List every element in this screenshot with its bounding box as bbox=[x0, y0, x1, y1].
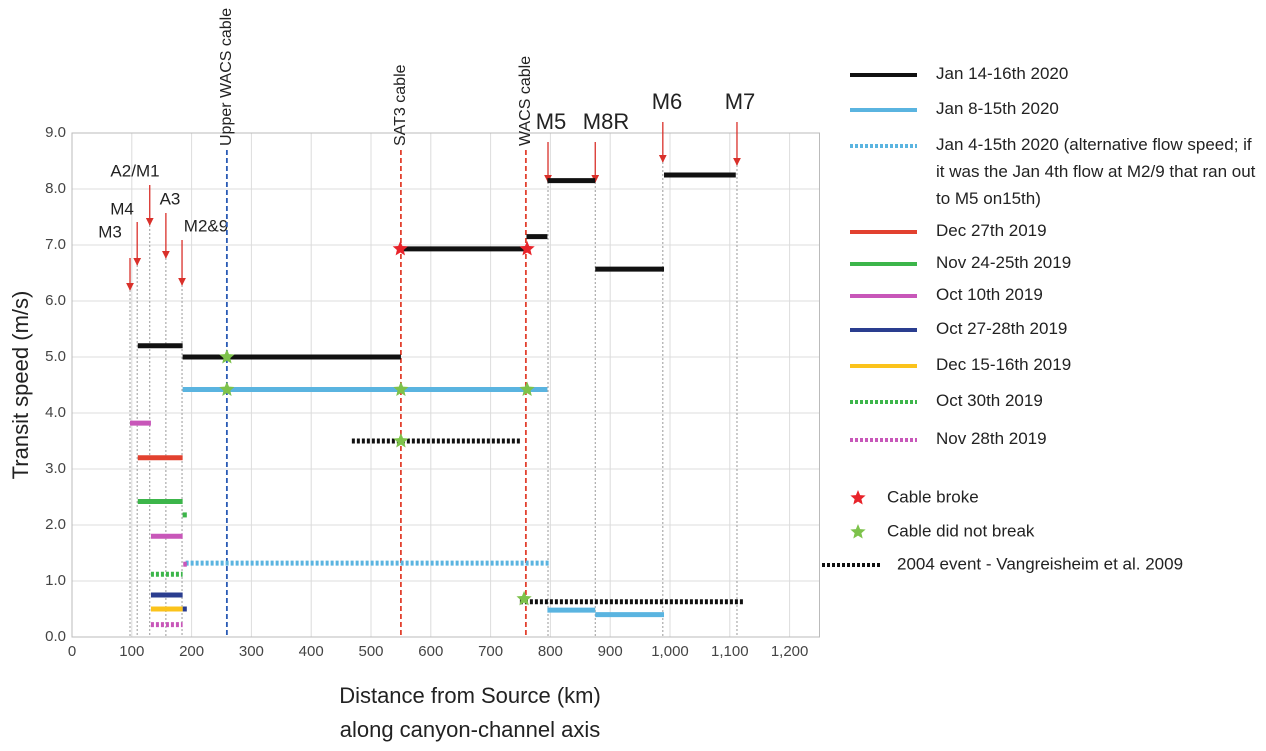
x-tick-label: 900 bbox=[598, 643, 623, 660]
x-axis-title: Distance from Source (km) bbox=[339, 683, 601, 708]
y-tick-label: 5.0 bbox=[45, 348, 66, 365]
site-label: M5 bbox=[536, 109, 567, 134]
y-tick-label: 6.0 bbox=[45, 292, 66, 309]
star-marker bbox=[519, 240, 535, 256]
site-label: M4 bbox=[110, 199, 134, 218]
x-axis-title: along canyon-channel axis bbox=[340, 717, 601, 742]
y-tick-label: 0.0 bbox=[45, 628, 66, 645]
legend-label: Cable broke bbox=[887, 487, 979, 506]
legend-line: Dec 27th 2019 bbox=[936, 221, 1047, 240]
legend-line: it was the Jan 4th flow at M2/9 that ran… bbox=[936, 162, 1256, 181]
legend-label: Cable did not break bbox=[887, 521, 1035, 540]
site-label: M2&9 bbox=[184, 216, 228, 235]
y-tick-label: 3.0 bbox=[45, 460, 66, 477]
x-tick-label: 0 bbox=[68, 643, 76, 660]
cable-label: WACS cable bbox=[517, 56, 534, 146]
x-tick-label: 1,100 bbox=[711, 643, 749, 660]
legend-star bbox=[850, 490, 866, 505]
legend-label: Jan 14-16th 2020 bbox=[936, 64, 1068, 83]
star-marker bbox=[219, 349, 235, 364]
legend-line: Jan 8-15th 2020 bbox=[936, 99, 1059, 118]
y-tick-label: 4.0 bbox=[45, 404, 66, 421]
y-tick-label: 9.0 bbox=[45, 124, 66, 141]
legend-label: Nov 28th 2019 bbox=[936, 429, 1047, 448]
legend-line: Jan 14-16th 2020 bbox=[936, 64, 1068, 83]
site-label: M8R bbox=[583, 109, 629, 134]
legend-label: Nov 24-25th 2019 bbox=[936, 253, 1071, 272]
y-tick-label: 2.0 bbox=[45, 516, 66, 533]
x-tick-label: 1,200 bbox=[771, 643, 809, 660]
legend-line: Nov 28th 2019 bbox=[936, 429, 1047, 448]
legend-line: to M5 on15th) bbox=[936, 189, 1041, 208]
x-tick-label: 500 bbox=[358, 643, 383, 660]
star-marker bbox=[516, 590, 532, 606]
legend-line: Jan 4-15th 2020 (alternative flow speed;… bbox=[936, 135, 1252, 154]
star-marker bbox=[219, 381, 235, 396]
x-tick-label: 100 bbox=[119, 643, 144, 660]
legend-line: Nov 24-25th 2019 bbox=[936, 253, 1071, 272]
x-tick-label: 700 bbox=[478, 643, 503, 660]
site-label: M6 bbox=[652, 89, 683, 114]
x-tick-label: 400 bbox=[299, 643, 324, 660]
y-axis-title: Transit speed (m/s) bbox=[8, 291, 33, 480]
site-label: A3 bbox=[160, 189, 181, 208]
site-label: M7 bbox=[725, 89, 756, 114]
star-marker bbox=[519, 381, 535, 396]
cable-label: Upper WACS cable bbox=[218, 8, 235, 146]
legend-line: Oct 30th 2019 bbox=[936, 391, 1043, 410]
plot-frame bbox=[71, 132, 820, 638]
legend-label: 2004 event - Vangreisheim et al. 2009 bbox=[897, 554, 1183, 573]
legend-star bbox=[850, 524, 866, 539]
star-marker bbox=[393, 433, 409, 448]
y-tick-label: 8.0 bbox=[45, 180, 66, 197]
legend-label: Dec 15-16th 2019 bbox=[936, 355, 1071, 374]
cable-label: SAT3 cable bbox=[392, 64, 409, 146]
legend-label: Oct 10th 2019 bbox=[936, 285, 1043, 304]
star-marker bbox=[393, 381, 409, 396]
x-tick-label: 800 bbox=[538, 643, 563, 660]
legend-label: Jan 4-15th 2020 (alternative flow speed;… bbox=[936, 135, 1256, 208]
legend-label: Jan 8-15th 2020 bbox=[936, 99, 1059, 118]
legend-label: Oct 30th 2019 bbox=[936, 391, 1043, 410]
legend-line: Oct 10th 2019 bbox=[936, 285, 1043, 304]
y-tick-label: 7.0 bbox=[45, 236, 66, 253]
legend-label: Oct 27-28th 2019 bbox=[936, 319, 1067, 338]
legend-label: Dec 27th 2019 bbox=[936, 221, 1047, 240]
x-tick-label: 600 bbox=[418, 643, 443, 660]
x-tick-label: 1,000 bbox=[651, 643, 689, 660]
site-label: M3 bbox=[98, 222, 122, 241]
y-tick-label: 1.0 bbox=[45, 572, 66, 589]
site-label: A2/M1 bbox=[110, 161, 159, 180]
legend-line: Dec 15-16th 2019 bbox=[936, 355, 1071, 374]
star-marker bbox=[392, 240, 408, 256]
x-tick-label: 300 bbox=[239, 643, 264, 660]
x-tick-label: 200 bbox=[179, 643, 204, 660]
legend-line: Oct 27-28th 2019 bbox=[936, 319, 1067, 338]
